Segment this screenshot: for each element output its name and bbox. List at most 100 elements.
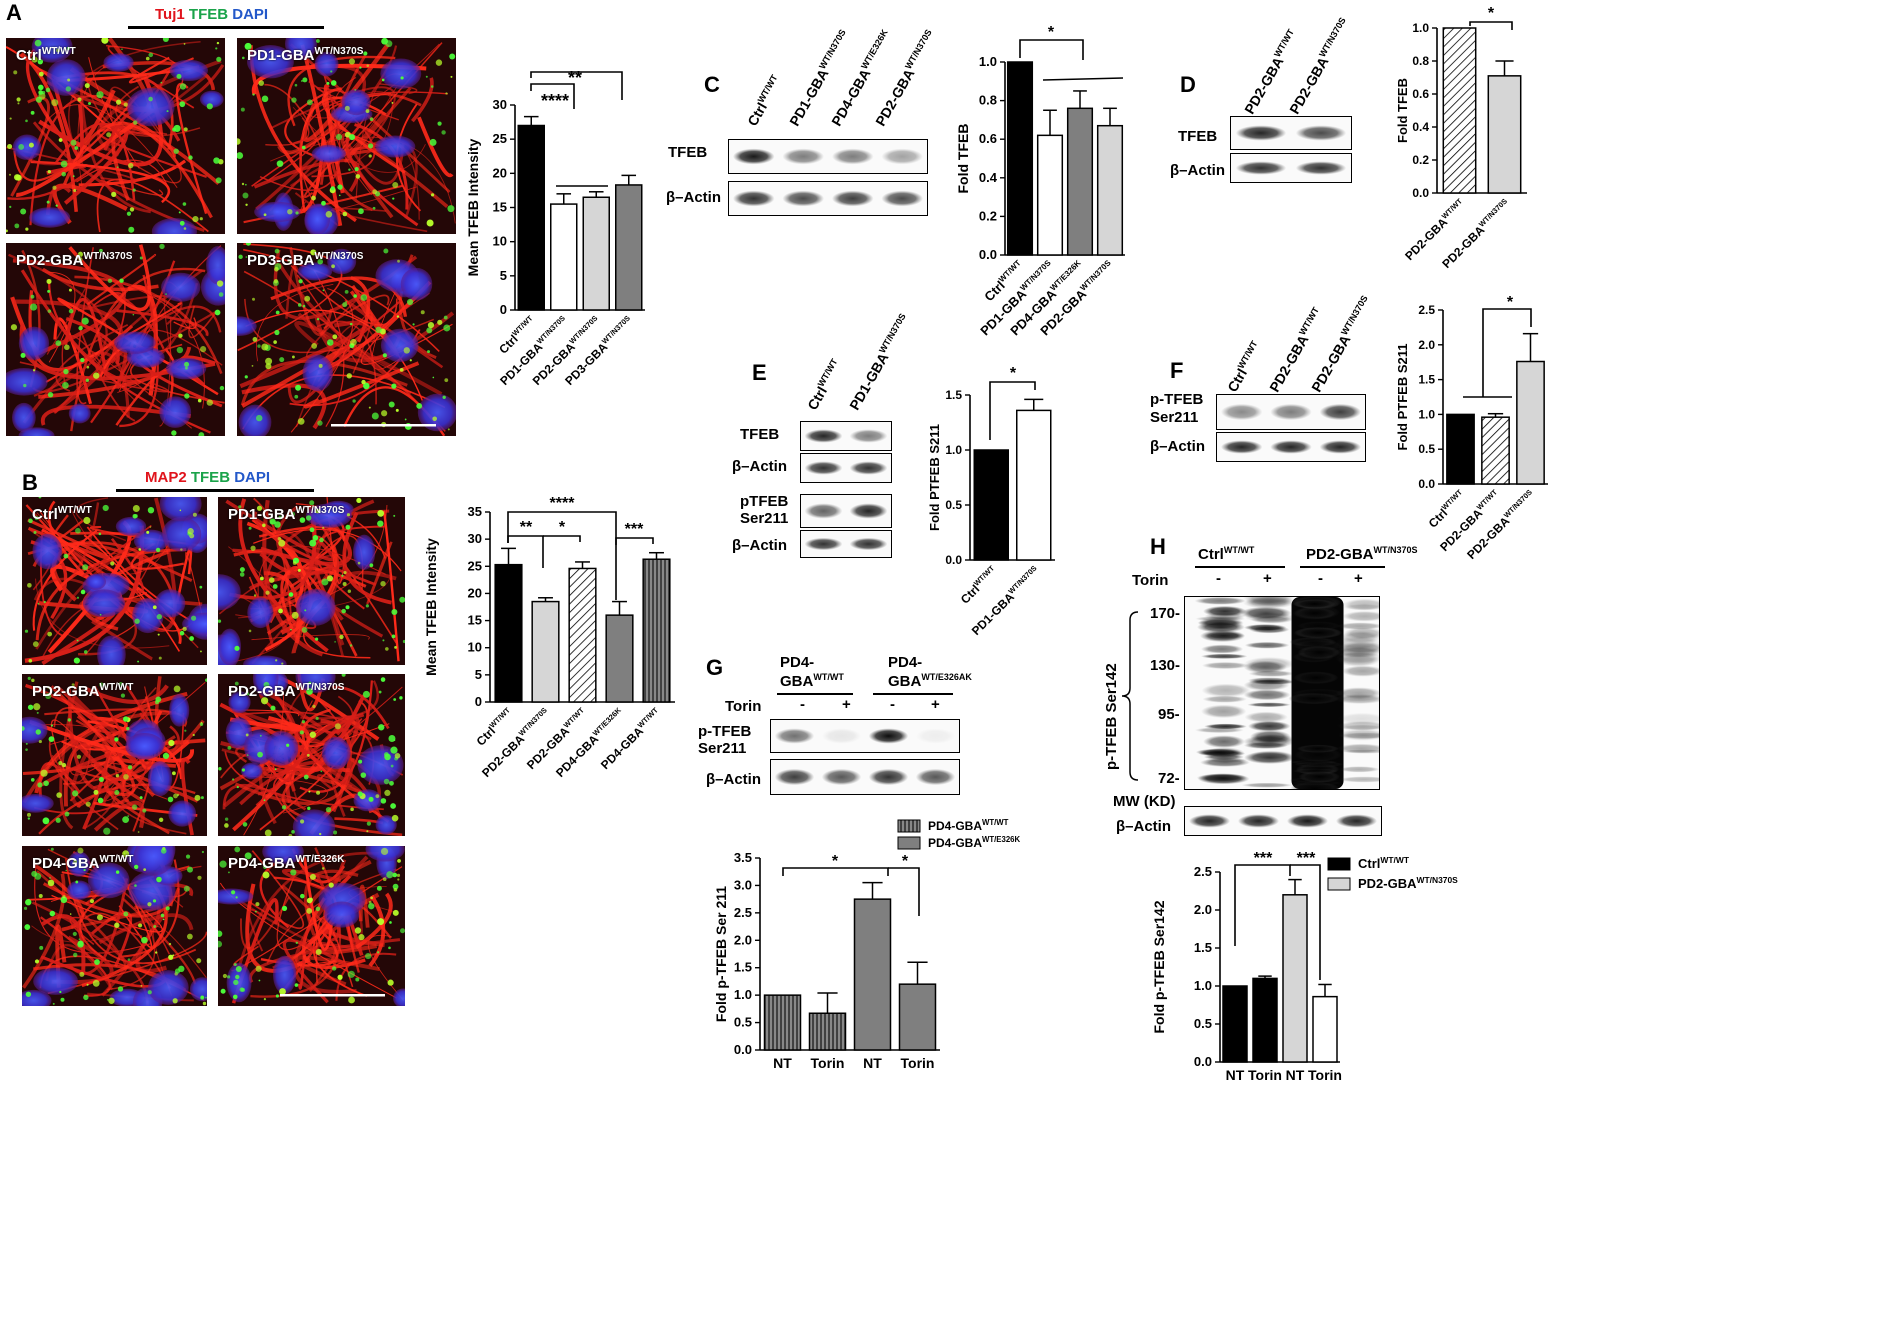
tfeb-punctum bbox=[197, 398, 202, 403]
tfeb-punctum bbox=[259, 576, 264, 581]
mw-bracket: p-TFEB Ser142 bbox=[1103, 611, 1139, 781]
tfeb-punctum bbox=[308, 681, 312, 685]
blot-band bbox=[1240, 606, 1292, 620]
blot-image bbox=[732, 148, 924, 165]
micrograph-label: PD2-GBAWT/N370S bbox=[16, 251, 133, 269]
tfeb-punctum bbox=[358, 934, 365, 941]
tfeb-punctum bbox=[299, 730, 304, 735]
tfeb-punctum bbox=[255, 902, 260, 907]
neurite-fiber bbox=[79, 72, 151, 214]
tfeb-punctum bbox=[107, 999, 109, 1001]
tfeb-punctum bbox=[96, 91, 104, 99]
blot-band bbox=[1243, 660, 1287, 674]
tfeb-punctum bbox=[275, 994, 280, 998]
y-tick-label: 20 bbox=[493, 165, 507, 180]
blot-image bbox=[1235, 125, 1347, 141]
blot-band bbox=[881, 190, 924, 207]
blot-band bbox=[782, 190, 825, 207]
bar bbox=[1066, 107, 1094, 256]
tfeb-punctum bbox=[127, 815, 129, 817]
panel-label-b: B bbox=[22, 470, 38, 495]
tfeb-punctum bbox=[337, 184, 343, 190]
blot-band bbox=[915, 728, 956, 744]
neurite-fiber bbox=[243, 248, 440, 353]
tfeb-punctum bbox=[349, 644, 353, 647]
nucleus bbox=[168, 800, 197, 827]
blot-image bbox=[804, 429, 888, 443]
group-underline bbox=[873, 693, 953, 695]
significance-bracket: * bbox=[1019, 24, 1124, 81]
blot-band bbox=[1248, 679, 1296, 685]
tfeb-punctum bbox=[248, 526, 252, 530]
panel-label-f: F bbox=[1170, 358, 1184, 383]
blot-band bbox=[1292, 606, 1336, 620]
nucleus bbox=[67, 880, 92, 900]
neurite-fiber bbox=[15, 108, 155, 197]
neurite-fiber bbox=[68, 244, 152, 312]
blot-band bbox=[849, 503, 888, 519]
tfeb-punctum bbox=[47, 169, 51, 174]
tfeb-punctum bbox=[356, 497, 362, 504]
tfeb-punctum bbox=[353, 294, 357, 298]
legend-label: PD4-GBAWT/E326K bbox=[928, 835, 1021, 850]
y-tick-label: 0.6 bbox=[1412, 87, 1429, 101]
neurite-fiber bbox=[34, 866, 151, 954]
tfeb-punctum bbox=[430, 193, 435, 197]
tfeb-punctum bbox=[179, 101, 186, 108]
tfeb-punctum bbox=[184, 729, 187, 732]
stain-blue: DAPI bbox=[234, 469, 271, 486]
tfeb-punctum bbox=[101, 38, 109, 44]
tfeb-punctum bbox=[442, 395, 446, 399]
y-tick-label: 2.5 bbox=[1194, 864, 1212, 879]
tfeb-punctum bbox=[317, 258, 324, 265]
blot-band bbox=[774, 768, 815, 786]
tfeb-punctum bbox=[240, 107, 245, 112]
neurite-fiber bbox=[50, 685, 136, 797]
tfeb-punctum bbox=[449, 53, 456, 60]
blot-band bbox=[1203, 735, 1245, 748]
blot-band bbox=[1297, 645, 1341, 660]
blot-image bbox=[1235, 161, 1347, 175]
significance-bracket: *** bbox=[1290, 850, 1321, 980]
blot-row-label: p-TFEB Ser142 bbox=[1103, 663, 1120, 770]
tfeb-punctum bbox=[311, 343, 318, 349]
blot-band bbox=[1248, 720, 1291, 732]
tfeb-punctum bbox=[386, 871, 394, 879]
tfeb-punctum bbox=[244, 375, 248, 379]
neurite-fiber bbox=[382, 510, 400, 662]
y-tick-label: 10 bbox=[493, 234, 507, 249]
neurite-fiber bbox=[264, 83, 336, 187]
significance-marker: *** bbox=[1254, 850, 1273, 867]
tfeb-punctum bbox=[242, 56, 245, 60]
tfeb-punctum bbox=[245, 243, 251, 246]
tfeb-punctum bbox=[206, 103, 213, 110]
tfeb-punctum bbox=[38, 893, 43, 898]
tfeb-punctum bbox=[115, 870, 120, 874]
neurite-fiber bbox=[8, 253, 108, 397]
blot-row-label: pTFEB Ser211 bbox=[740, 493, 789, 527]
tfeb-punctum bbox=[343, 570, 347, 575]
tfeb-punctum bbox=[132, 188, 136, 192]
tfeb-punctum bbox=[188, 155, 193, 160]
tfeb-punctum bbox=[128, 226, 135, 233]
tfeb-punctum bbox=[35, 96, 42, 103]
tfeb-punctum bbox=[261, 343, 269, 351]
neurite-fiber bbox=[222, 783, 307, 811]
neurite-fiber bbox=[310, 562, 346, 574]
tfeb-punctum bbox=[132, 313, 135, 316]
neurite-fiber bbox=[321, 87, 406, 174]
neurite-fiber bbox=[243, 691, 284, 836]
tfeb-punctum bbox=[269, 518, 276, 525]
tfeb-punctum bbox=[309, 500, 315, 506]
tfeb-punctum bbox=[51, 99, 59, 107]
tfeb-punctum bbox=[33, 703, 41, 711]
tfeb-punctum bbox=[357, 791, 363, 797]
tfeb-punctum bbox=[278, 608, 283, 614]
y-axis-label: Fold p-TFEB Ser142 bbox=[1151, 900, 1167, 1033]
neurite-fiber bbox=[251, 554, 336, 665]
blot-band bbox=[1334, 651, 1379, 665]
tfeb-punctum bbox=[381, 38, 389, 45]
tfeb-punctum bbox=[78, 938, 81, 941]
neurite-fiber bbox=[299, 91, 448, 212]
blot-band bbox=[849, 429, 888, 443]
